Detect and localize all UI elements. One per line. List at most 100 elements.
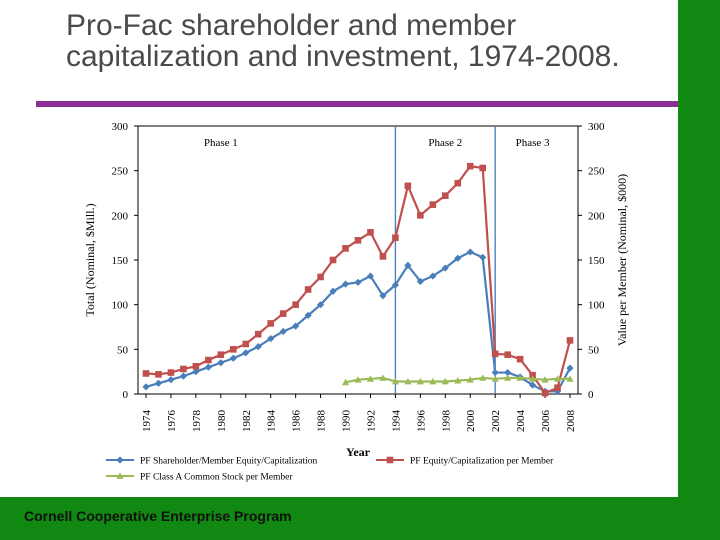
data-point-square bbox=[367, 229, 374, 236]
x-tick-label: 1974 bbox=[141, 410, 153, 433]
legend-label: PF Class A Common Stock per Member bbox=[140, 473, 293, 483]
data-point-triangle bbox=[454, 377, 462, 384]
data-point-square bbox=[329, 256, 337, 264]
data-point-square bbox=[479, 164, 487, 172]
data-point-square bbox=[342, 245, 349, 252]
data-point-diamond bbox=[416, 277, 424, 286]
y-right-tick-label: 300 bbox=[588, 121, 605, 133]
data-point-diamond bbox=[491, 368, 499, 377]
data-point-square bbox=[541, 389, 549, 397]
x-tick-label: 2004 bbox=[515, 410, 527, 433]
data-point-square bbox=[554, 384, 561, 392]
data-point-diamond bbox=[566, 364, 574, 372]
data-point-square bbox=[429, 201, 437, 208]
data-point-diamond bbox=[354, 278, 362, 286]
data-point-diamond bbox=[142, 383, 150, 391]
y-left-tick-label: 0 bbox=[123, 389, 129, 401]
x-tick-label: 1992 bbox=[365, 410, 377, 432]
data-point-square bbox=[192, 363, 200, 370]
data-point-square bbox=[566, 337, 574, 344]
data-point-triangle bbox=[541, 376, 549, 383]
data-point-diamond bbox=[204, 363, 212, 371]
data-point-square bbox=[267, 320, 275, 327]
data-point-square bbox=[404, 182, 412, 190]
x-tick-label: 1978 bbox=[191, 410, 203, 433]
y-right-tick-label: 0 bbox=[588, 389, 594, 401]
data-point-square bbox=[242, 340, 250, 348]
data-point-triangle bbox=[491, 375, 499, 382]
data-point-square bbox=[516, 355, 524, 363]
slide-title: Pro-Fac shareholder and member capitaliz… bbox=[66, 9, 620, 73]
data-point-square bbox=[229, 346, 237, 353]
data-point-triangle bbox=[354, 376, 362, 383]
data-point-triangle bbox=[379, 374, 387, 381]
data-point-triangle bbox=[404, 377, 412, 385]
x-tick-label: 1976 bbox=[166, 410, 178, 433]
data-point-diamond bbox=[167, 376, 175, 384]
data-point-diamond bbox=[454, 254, 462, 262]
y-left-tick-label: 250 bbox=[112, 166, 129, 178]
data-point-square bbox=[466, 162, 474, 170]
y-right-tick-label: 250 bbox=[588, 166, 605, 178]
data-point-square bbox=[304, 286, 312, 293]
y-right-tick-label: 50 bbox=[588, 344, 600, 356]
x-tick-label: 1986 bbox=[291, 410, 303, 433]
data-point-triangle bbox=[553, 375, 562, 382]
data-point-triangle bbox=[516, 374, 524, 381]
data-point-square bbox=[354, 237, 362, 244]
data-point-diamond bbox=[116, 456, 124, 464]
data-point-triangle bbox=[566, 375, 574, 382]
x-tick-label: 2008 bbox=[565, 410, 577, 433]
x-tick-label: 2002 bbox=[490, 410, 502, 432]
legend-label: PF Equity/Capitalization per Member bbox=[410, 457, 554, 467]
data-point-diamond bbox=[179, 372, 188, 380]
phase-label: Phase 2 bbox=[428, 137, 462, 149]
data-point-triangle bbox=[504, 374, 512, 381]
capitalization-chart: 0 0 50 50 100 100 150 150 200 200 250 250 300 300 1974… bbox=[83, 121, 629, 483]
data-point-square bbox=[205, 356, 212, 364]
data-point-diamond bbox=[341, 280, 350, 288]
x-tick-label: 2006 bbox=[540, 410, 552, 433]
y-left-axis-title: Total (Nominal, $Mill.) bbox=[83, 203, 97, 316]
data-point-triangle bbox=[341, 378, 350, 386]
data-point-diamond bbox=[466, 248, 474, 256]
y-left-tick-label: 300 bbox=[112, 121, 129, 133]
data-point-square bbox=[254, 330, 262, 338]
data-point-square bbox=[386, 456, 394, 464]
data-point-diamond bbox=[379, 292, 387, 300]
data-point-square bbox=[392, 234, 399, 241]
y-left-tick-label: 100 bbox=[112, 300, 129, 312]
data-point-square bbox=[279, 310, 287, 317]
data-point-square bbox=[504, 351, 511, 358]
y-right-tick-label: 200 bbox=[588, 210, 605, 222]
y-right-tick-label: 150 bbox=[588, 255, 605, 267]
x-tick-label: 1988 bbox=[316, 410, 328, 433]
data-point-triangle bbox=[391, 377, 400, 385]
green-side-bar bbox=[678, 0, 720, 540]
data-point-diamond bbox=[229, 354, 237, 362]
y-left-tick-label: 150 bbox=[112, 255, 129, 267]
data-point-square bbox=[417, 212, 424, 219]
data-point-diamond bbox=[391, 281, 400, 289]
data-point-square bbox=[155, 371, 162, 378]
data-point-diamond bbox=[154, 379, 163, 387]
data-point-square bbox=[491, 350, 499, 358]
data-point-triangle bbox=[479, 374, 487, 381]
x-tick-label: 1980 bbox=[216, 410, 228, 433]
footer-program-name: Cornell Cooperative Enterprise Program bbox=[24, 508, 292, 524]
data-point-triangle bbox=[528, 375, 537, 382]
data-point-triangle bbox=[429, 377, 437, 385]
y-left-tick-label: 50 bbox=[117, 344, 129, 356]
green-footer-bar bbox=[0, 497, 720, 540]
data-point-square bbox=[379, 253, 387, 260]
data-point-square bbox=[454, 179, 462, 187]
data-point-square bbox=[441, 192, 449, 199]
x-tick-label: 1998 bbox=[440, 410, 452, 433]
x-tick-label: 1982 bbox=[241, 410, 253, 432]
data-point-triangle bbox=[466, 376, 474, 383]
data-point-triangle bbox=[116, 472, 124, 479]
y-right-tick-label: 100 bbox=[588, 300, 605, 312]
data-point-diamond bbox=[479, 253, 487, 261]
x-tick-label: 1984 bbox=[266, 410, 278, 433]
data-point-diamond bbox=[217, 359, 225, 367]
